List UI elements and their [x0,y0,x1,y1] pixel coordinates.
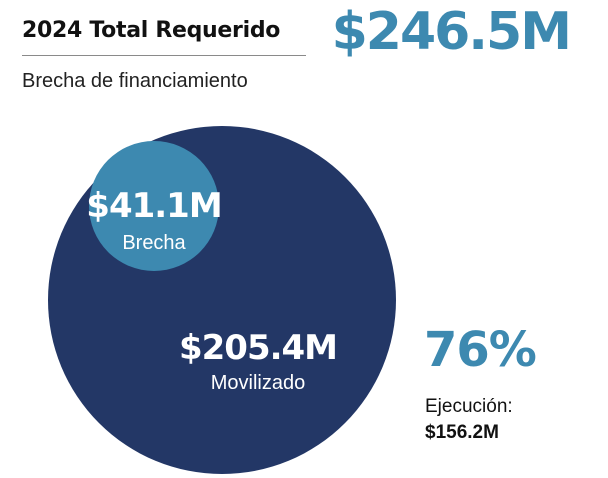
chart-title: 2024 Total Requerido [22,18,281,43]
title-divider [22,55,306,56]
execution-percent: 76% [424,322,537,378]
gap-bubble [89,141,219,271]
mobilized-name-label: Movilizado [211,372,305,394]
execution-label: Ejecución: [425,396,513,417]
chart-subtitle: Brecha de financiamiento [22,70,248,92]
mobilized-value-label: $205.4M [179,328,337,368]
gap-name-label: Brecha [122,232,186,254]
execution-value: $156.2M [425,422,499,443]
gap-value-label: $41.1M [86,186,221,226]
total-required-value: $246.5M [331,2,572,62]
